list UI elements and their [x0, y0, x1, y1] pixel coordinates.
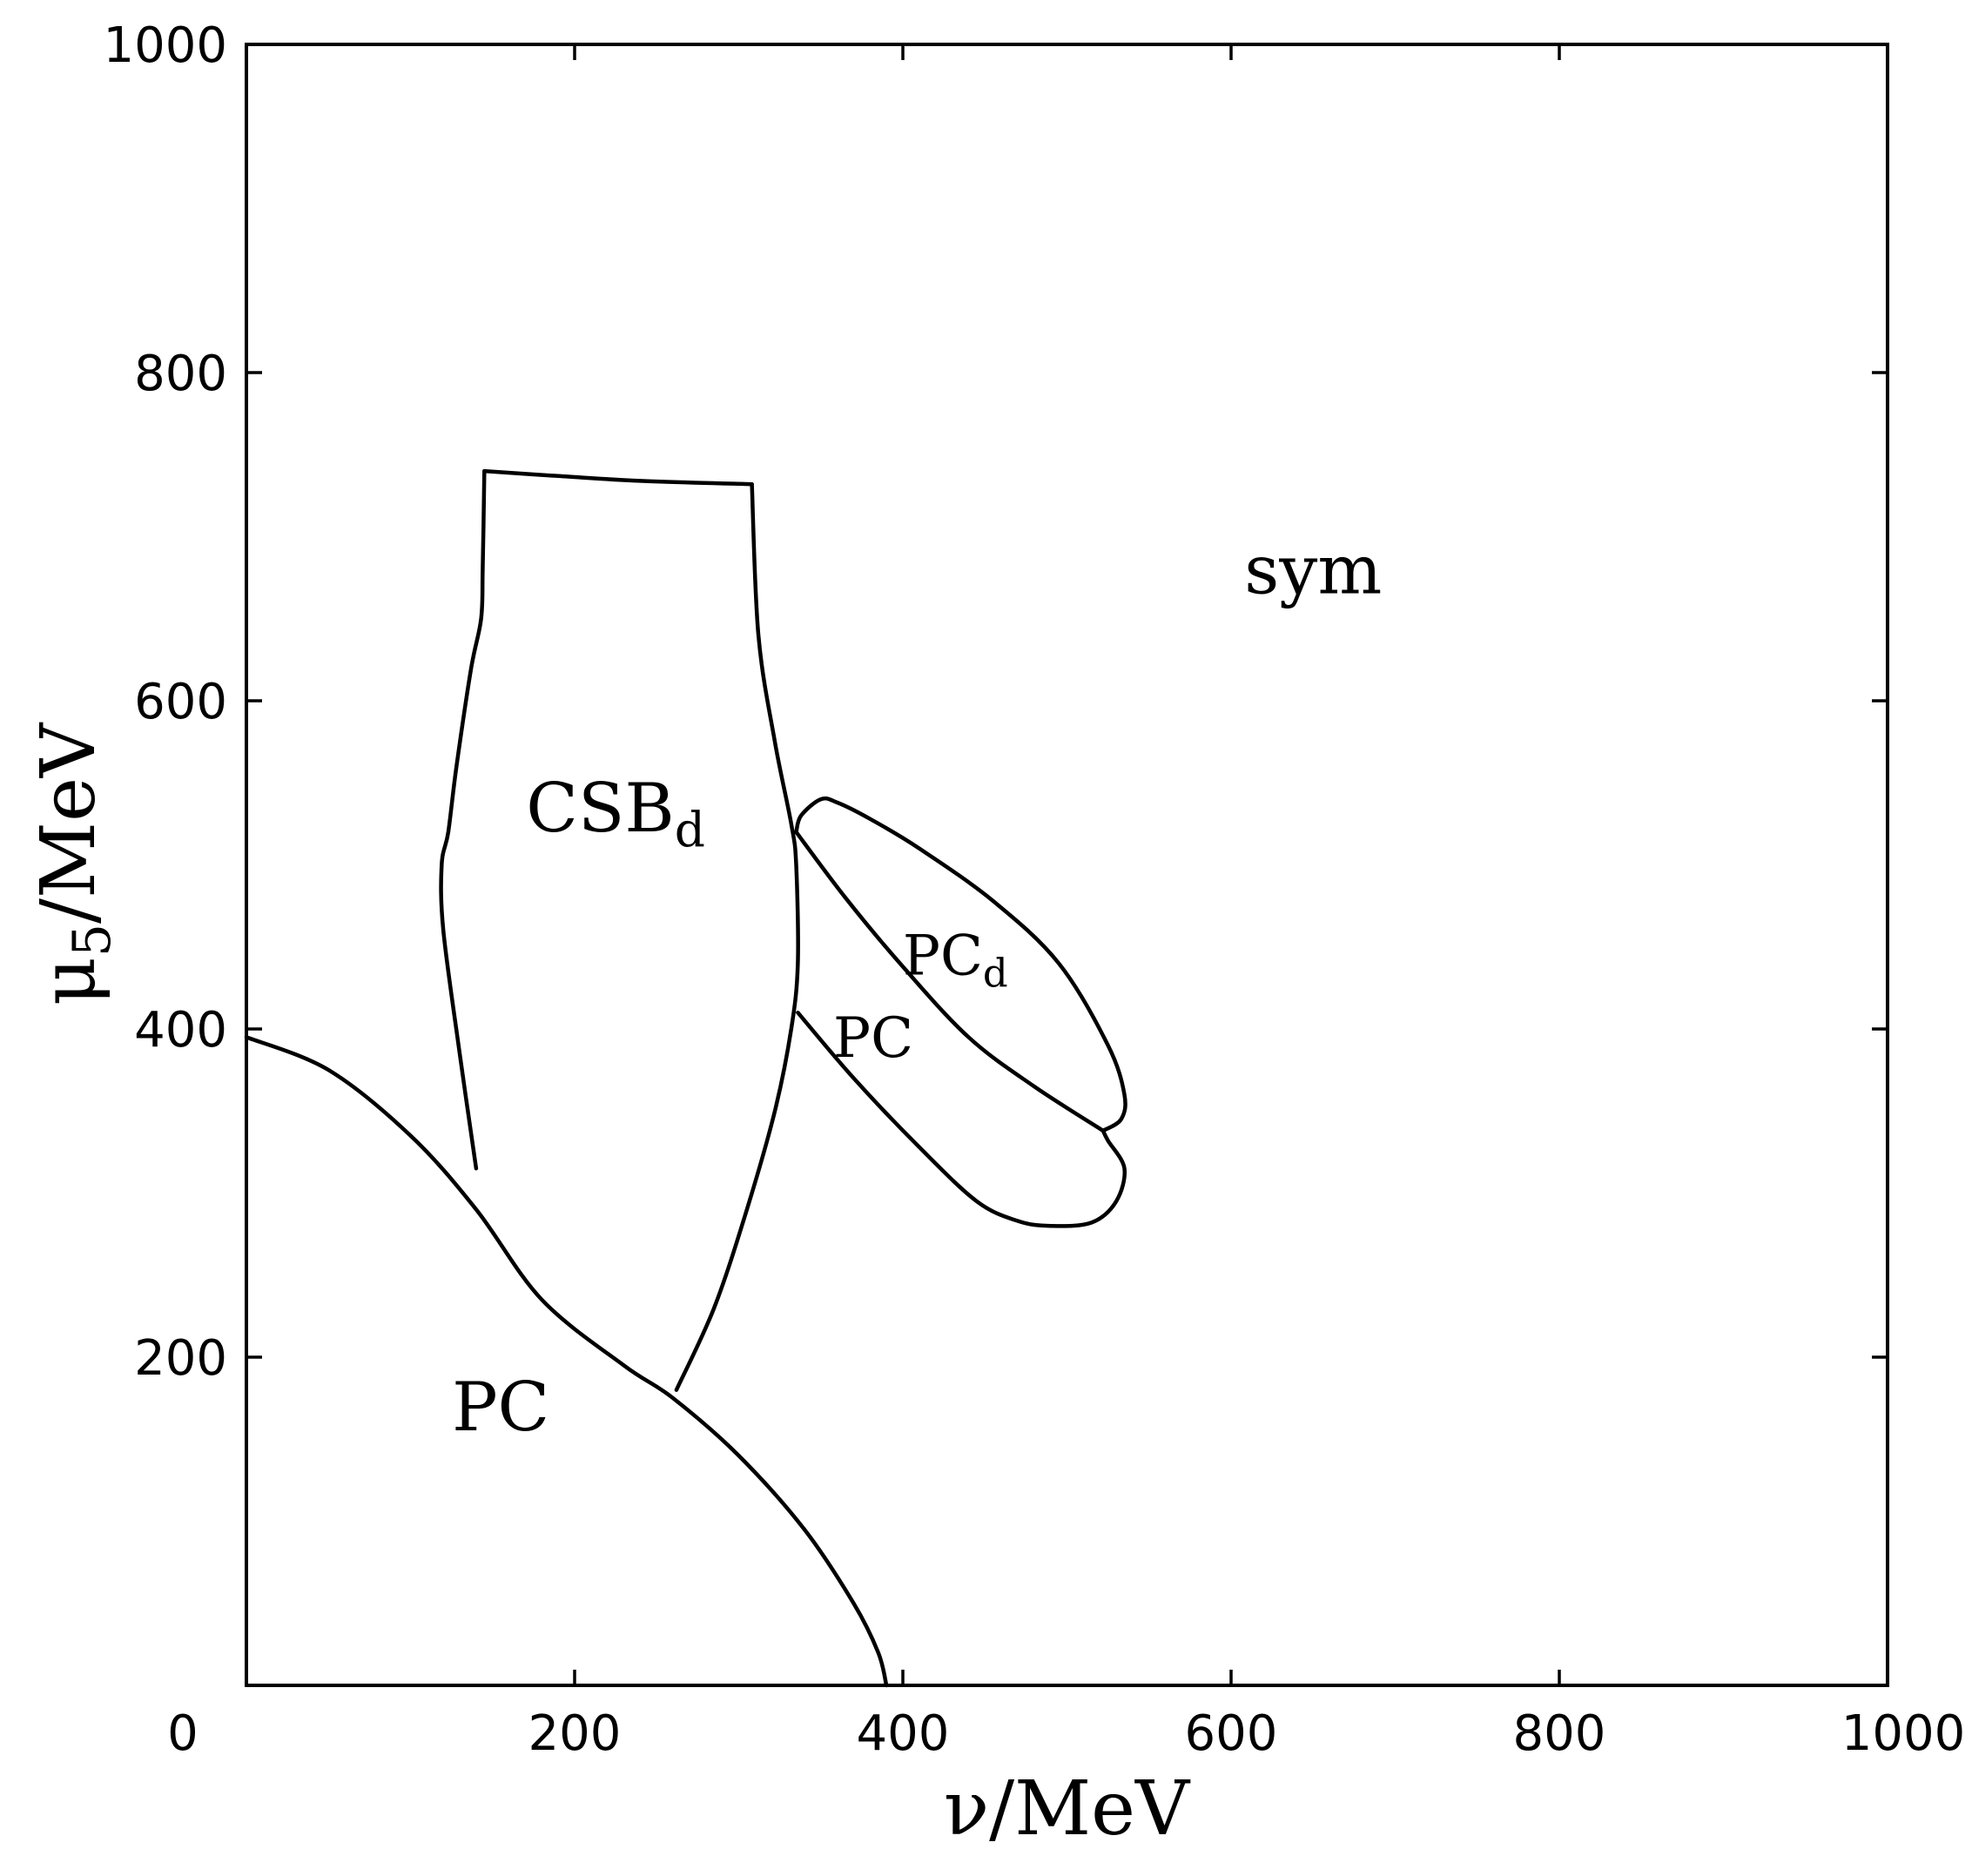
- region-label-1: sym: [1244, 532, 1382, 610]
- region-label-5: PC: [452, 1368, 549, 1447]
- y-tick-label-400: 400: [134, 1002, 227, 1059]
- x-tick-label-600: 600: [1185, 1705, 1278, 1762]
- axis-ticks: [245, 43, 1889, 1685]
- y-axis-title-main: μ: [25, 957, 112, 1005]
- phase-boundaries: [244, 468, 1127, 1688]
- y-axis-title: μ5/MeV: [25, 722, 123, 1005]
- y-tick-label-200: 200: [134, 1330, 227, 1387]
- x-tick-label-200: 200: [528, 1705, 622, 1762]
- y-tick-label-600: 600: [134, 674, 227, 730]
- axis-tick-labels: 0 200 400 600 800 1000 200 400 600 800 1000: [103, 17, 1965, 1762]
- region-label-2: CSBd: [526, 770, 705, 857]
- phase-boundary-6: [796, 1010, 1127, 1228]
- region-label-3: PCd: [903, 925, 1008, 997]
- region-label-text: PC: [452, 1368, 549, 1447]
- y-tick-label-1000: 1000: [103, 17, 227, 74]
- region-label-subscript: d: [983, 950, 1008, 996]
- phase-boundary-3: [482, 468, 754, 487]
- phase-boundary-7: [794, 796, 1127, 1133]
- phase-boundary-4: [674, 481, 800, 1392]
- x-tick-label-800: 800: [1513, 1705, 1606, 1762]
- y-axis-title-sub: 5: [62, 924, 123, 957]
- y-axis-title-rest: /MeV: [25, 722, 112, 924]
- phase-boundary-5: [794, 830, 1106, 1133]
- phase-boundary-1: [244, 1035, 889, 1688]
- x-tick-label-0: 0: [167, 1705, 199, 1762]
- x-axis-title: ν/MeV: [944, 1765, 1191, 1852]
- region-label-4: PC: [833, 1006, 913, 1071]
- plot-frame: [245, 43, 1889, 1687]
- region-label-text: PC: [903, 925, 983, 989]
- x-tick-label-1000: 1000: [1841, 1705, 1966, 1762]
- region-label-text: sym: [1244, 532, 1382, 610]
- x-tick-label-400: 400: [857, 1705, 950, 1762]
- phase-boundary-2: [439, 468, 487, 1171]
- region-label-text: PC: [833, 1006, 913, 1071]
- region-label-text: CSB: [526, 770, 674, 848]
- region-label-subscript: d: [675, 801, 705, 857]
- y-tick-label-800: 800: [134, 346, 227, 402]
